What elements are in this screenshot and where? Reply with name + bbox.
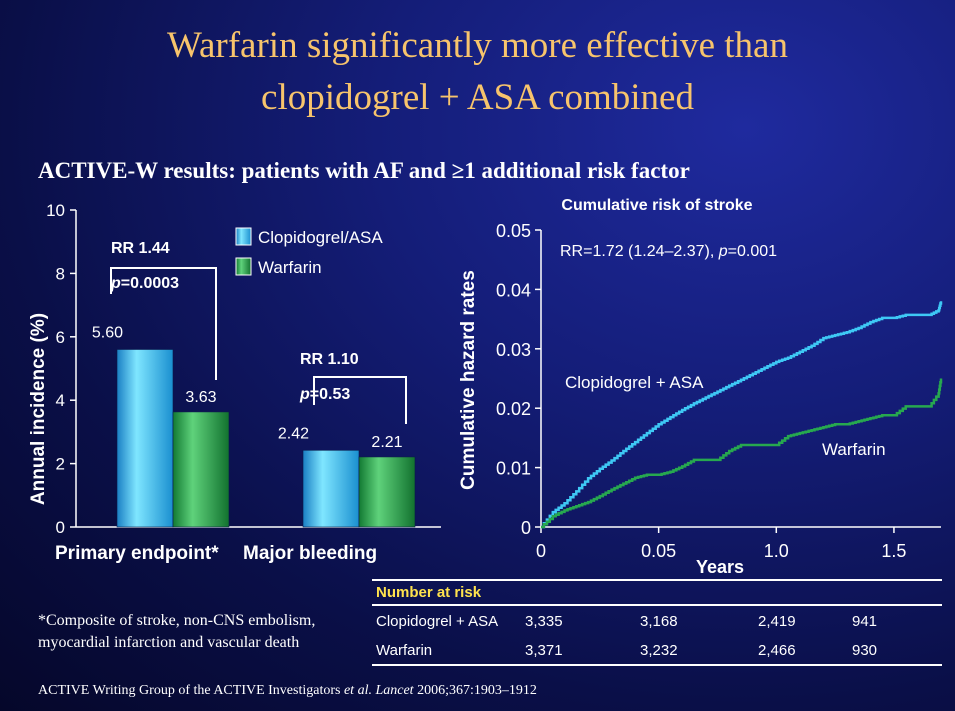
table-header: Number at risk [376, 584, 482, 601]
table-cell: 941 [852, 613, 878, 630]
p-italic: p [299, 386, 310, 403]
bar-value-label: 2.21 [371, 434, 402, 451]
rr-label: RR 1.10 [300, 351, 359, 368]
bar-clopidogrel-asa [302, 449, 360, 528]
rr-bracket [110, 267, 217, 380]
table-cell: 2,419 [758, 613, 796, 630]
rr-label: RR 1.44 [111, 240, 170, 257]
line-chart-title: Cumulative risk of stroke [561, 197, 752, 214]
table-top-rule [372, 579, 942, 581]
line-x-tick-label: 1.0 [764, 541, 789, 561]
bar-y-axis-label: Annual incidence (%) [28, 313, 49, 505]
bar-chart: 0 2 4 6 8 10 Annual incidence (%) 5.60 2.42 3.63 2… [28, 201, 441, 564]
line-y-tick-label: 0.05 [496, 221, 531, 241]
line-y-tick-label: 0.03 [496, 340, 531, 360]
line-y-tick-label: 0 [521, 518, 531, 538]
curve-label-clopidogrel-asa: Clopidogrel + ASA [565, 373, 704, 392]
bar-value-label: 5.60 [92, 324, 123, 341]
table-cell: 3,335 [525, 613, 563, 630]
rr-bracket [313, 376, 407, 424]
bar-warfarin [358, 456, 416, 528]
clopidogrel-asa-curve [541, 301, 943, 529]
bar-y-tick-label: 6 [56, 328, 65, 347]
p-value: =0.0003 [121, 275, 179, 292]
table-row-label: Clopidogrel + ASA [376, 613, 499, 630]
p-italic: p [718, 243, 728, 260]
p-value-label: p=0.0003 [110, 275, 179, 292]
line-x-tick-label: 1.5 [881, 541, 906, 561]
bar-category-label: Major bleeding [243, 543, 377, 564]
table-cell: 930 [852, 642, 878, 659]
table-cell: 3,371 [525, 642, 563, 659]
p-value-label: p=0.53 [299, 386, 350, 403]
bar-y-tick-label: 10 [46, 201, 65, 220]
table-cell: 2,466 [758, 642, 796, 659]
bar-clopidogrel-asa [116, 349, 174, 528]
slide-subtitle: ACTIVE-W results: patients with AF and ≥… [38, 158, 690, 183]
slide-title-line-2: clopidogrel + ASA combined [261, 77, 694, 118]
rr-annotation: RR=1.72 (1.24–2.37), p=0.001 [560, 243, 777, 260]
legend-swatch [235, 227, 252, 246]
rr-text: RR=1.72 (1.24–2.37), [560, 243, 719, 260]
line-x-axis-label: Years [696, 557, 744, 577]
warfarin-curve [541, 378, 943, 529]
table-header-rule [372, 604, 942, 606]
line-y-axis-label: Cumulative hazard rates [458, 270, 479, 490]
reference-authors: ACTIVE Writing Group of the ACTIVE Inves… [38, 683, 344, 698]
curve-label-warfarin: Warfarin [822, 440, 886, 459]
reference-details: 2006;367:1903–1912 [413, 683, 537, 698]
reference-journal: et al. Lancet [343, 683, 414, 698]
line-x-tick-label: 0.05 [641, 541, 676, 561]
bar-y-tick-label: 2 [56, 455, 65, 474]
line-chart: Cumulative risk of stroke 0 0.01 0.02 0.03 0.… [458, 197, 943, 577]
line-y-tick-label: 0.04 [496, 280, 531, 300]
slide-title: Warfarin significantly more effective th… [0, 20, 955, 124]
line-y-tick-label: 0.01 [496, 459, 531, 479]
line-x-tick-label: 0 [536, 541, 546, 561]
legend-label: Clopidogrel/ASA [258, 228, 383, 247]
bar-warfarin [172, 411, 230, 528]
legend-label: Warfarin [258, 258, 322, 277]
slide-title-line-1: Warfarin significantly more effective th… [167, 25, 788, 66]
reference-citation: ACTIVE Writing Group of the ACTIVE Inves… [38, 683, 537, 699]
bar-y-tick-label: 4 [56, 391, 65, 410]
p-value: =0.001 [728, 243, 777, 260]
p-value: =0.53 [310, 386, 351, 403]
table-row-label: Warfarin [376, 642, 433, 659]
table-cell: 3,168 [640, 613, 678, 630]
bar-y-tick-label: 8 [56, 264, 65, 283]
p-italic: p [110, 275, 121, 292]
table-bottom-rule [372, 664, 942, 666]
bar-y-tick-label: 0 [56, 518, 65, 537]
table-cell: 3,232 [640, 642, 678, 659]
footnote: *Composite of stroke, non-CNS embolism, … [38, 612, 316, 651]
legend-swatch [235, 257, 252, 276]
bar-value-label: 2.42 [278, 425, 309, 442]
line-y-tick-label: 0.02 [496, 399, 531, 419]
bar-category-label: Primary endpoint* [55, 543, 219, 564]
bar-value-label: 3.63 [185, 389, 216, 406]
